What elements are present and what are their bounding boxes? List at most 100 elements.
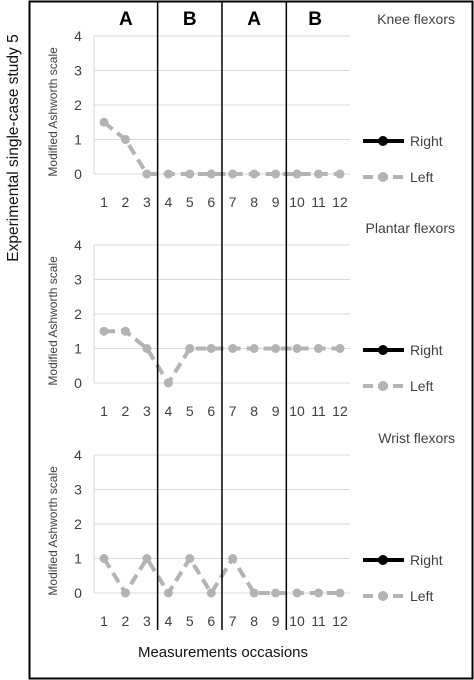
data-point <box>185 554 195 563</box>
x-tick-label: 1 <box>100 194 108 210</box>
data-point <box>292 588 302 598</box>
figure-border <box>28 0 474 680</box>
x-tick-label: 9 <box>272 194 280 210</box>
legend-swatch-marker <box>378 555 388 565</box>
data-point <box>206 588 216 598</box>
x-tick-label: 4 <box>164 403 172 419</box>
data-point <box>185 344 195 353</box>
x-tick-label: 6 <box>207 194 215 210</box>
x-tick-label: 12 <box>332 194 348 210</box>
y-tick-label: 3 <box>74 482 82 498</box>
x-tick-label: 1 <box>100 403 108 419</box>
data-point <box>206 169 216 179</box>
data-point <box>292 169 302 179</box>
x-tick-label: 9 <box>272 613 280 629</box>
data-point <box>142 554 152 563</box>
data-point <box>163 169 173 179</box>
x-tick-label: 4 <box>164 613 172 629</box>
data-point <box>335 169 345 179</box>
y-axis-title: Modified Ashworth scale <box>46 256 60 386</box>
legend: Right Left <box>363 342 443 394</box>
x-tick-label: 2 <box>122 613 130 629</box>
legend-label: Right <box>410 133 443 149</box>
x-tick-label: 10 <box>289 403 305 419</box>
panel-title: Plantar flexors <box>366 220 455 236</box>
data-point <box>271 169 281 179</box>
data-point <box>163 378 173 388</box>
legend-swatch-marker <box>378 381 388 391</box>
legend-label: Left <box>410 378 433 394</box>
x-tick-label: 8 <box>250 194 258 210</box>
x-axis-title: Measurements occasions <box>138 644 308 661</box>
phase-label: B <box>183 9 197 30</box>
legend-swatch-marker <box>378 345 388 355</box>
x-tick-label: 11 <box>311 403 326 419</box>
data-point <box>120 326 130 336</box>
data-point <box>99 117 109 127</box>
legend-swatch-marker <box>378 172 388 182</box>
x-tick-label: 11 <box>311 613 326 629</box>
data-point <box>249 169 259 179</box>
data-point <box>314 169 323 179</box>
y-tick-label: 2 <box>74 97 82 113</box>
y-tick-label: 1 <box>74 132 82 148</box>
data-point <box>271 588 281 598</box>
legend-label: Left <box>410 169 433 185</box>
x-tick-label: 11 <box>311 194 326 210</box>
x-tick-label: 6 <box>207 403 215 419</box>
y-tick-label: 4 <box>74 237 82 253</box>
x-tick-label: 3 <box>143 194 151 210</box>
x-tick-label: 9 <box>272 403 280 419</box>
data-point <box>228 554 238 563</box>
y-tick-label: 3 <box>74 63 82 79</box>
data-point <box>206 344 216 353</box>
y-tick-label: 1 <box>74 341 82 357</box>
y-tick-label: 2 <box>74 516 82 532</box>
legend: Right Left <box>363 133 443 185</box>
data-point <box>142 169 152 179</box>
phase-label: B <box>308 9 322 30</box>
y-tick-label: 1 <box>74 551 82 567</box>
y-tick-label: 0 <box>74 166 82 182</box>
x-tick-label: 3 <box>143 403 151 419</box>
x-tick-label: 1 <box>100 613 108 629</box>
x-tick-label: 5 <box>186 613 194 629</box>
legend-swatch-marker <box>378 591 388 601</box>
legend-label: Right <box>410 342 443 358</box>
x-tick-label: 12 <box>332 613 348 629</box>
data-point <box>185 169 195 179</box>
x-tick-label: 5 <box>186 403 194 419</box>
panel-title: Wrist flexors <box>378 430 455 446</box>
legend-swatch-marker <box>378 136 388 146</box>
x-tick-label: 5 <box>186 194 194 210</box>
data-point <box>120 135 130 144</box>
x-tick-label: 2 <box>122 194 130 210</box>
data-point <box>271 344 281 353</box>
x-tick-label: 10 <box>289 613 305 629</box>
x-tick-label: 7 <box>229 194 237 210</box>
data-point <box>292 344 302 353</box>
x-tick-label: 12 <box>332 403 348 419</box>
data-point <box>249 344 259 353</box>
x-tick-label: 10 <box>289 194 305 210</box>
data-point <box>163 588 173 598</box>
x-tick-label: 7 <box>229 613 237 629</box>
data-point <box>228 344 238 353</box>
data-point <box>99 554 109 563</box>
x-tick-label: 6 <box>207 613 215 629</box>
y-tick-label: 0 <box>74 585 82 601</box>
x-tick-label: 2 <box>122 403 130 419</box>
data-point <box>249 588 259 598</box>
phase-label: A <box>119 9 133 30</box>
y-tick-label: 4 <box>74 447 82 463</box>
y-axis-title: Modified Ashworth scale <box>46 466 60 596</box>
legend: Right Left <box>363 552 443 604</box>
y-axis-title: Modified Ashworth scale <box>46 47 60 177</box>
phase-label: A <box>247 9 261 30</box>
y-tick-label: 2 <box>74 306 82 322</box>
